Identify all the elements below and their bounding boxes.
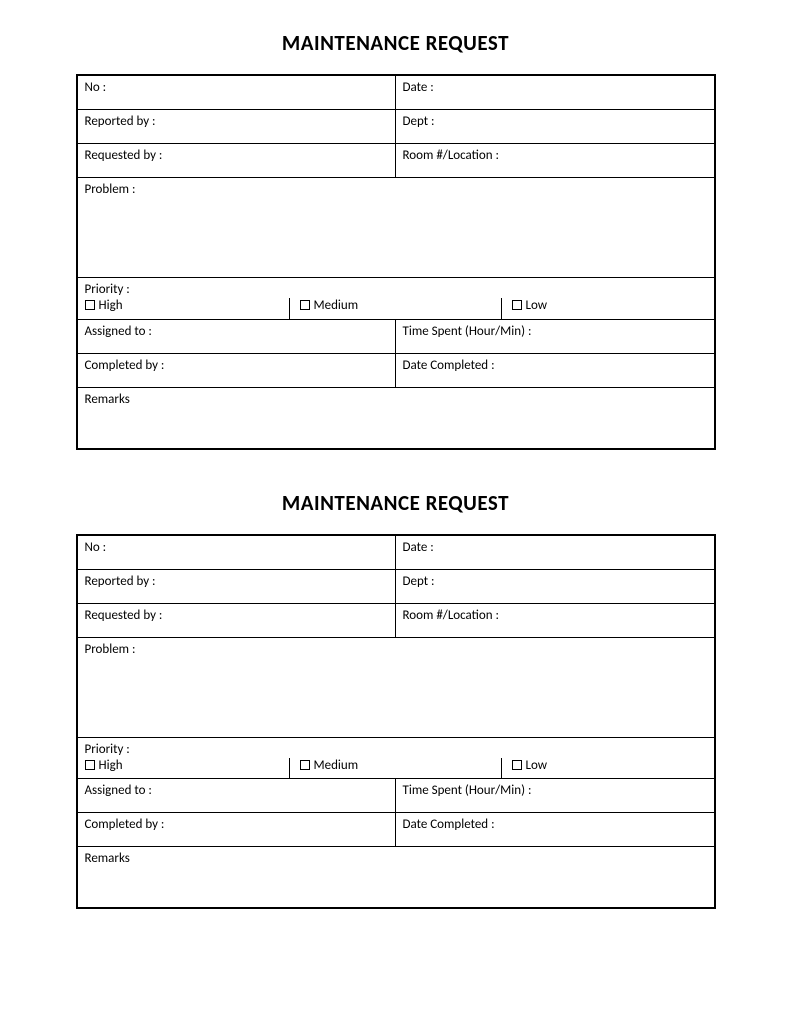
completed-by-field[interactable]: Completed by : <box>78 813 396 847</box>
priority-label: Priority : <box>78 738 714 758</box>
no-field[interactable]: No : <box>78 536 396 570</box>
priority-low-option[interactable]: Low <box>502 298 714 319</box>
problem-field[interactable]: Problem : <box>78 178 714 278</box>
priority-high-label: High <box>99 758 123 773</box>
priority-label: Priority : <box>78 278 714 298</box>
priority-medium-label: Medium <box>314 758 359 773</box>
form-table: No : Date : Reported by : Dept : Request… <box>76 534 716 910</box>
checkbox-icon <box>85 760 95 770</box>
page-title: MAINTENANCE REQUEST <box>76 30 716 56</box>
time-spent-field[interactable]: Time Spent (Hour/Min) : <box>396 320 714 354</box>
requested-by-field[interactable]: Requested by : <box>78 604 396 638</box>
date-completed-field[interactable]: Date Completed : <box>396 813 714 847</box>
priority-low-label: Low <box>526 298 548 313</box>
dept-field[interactable]: Dept : <box>396 110 714 144</box>
priority-high-option[interactable]: High <box>78 758 290 779</box>
date-field[interactable]: Date : <box>396 536 714 570</box>
priority-high-option[interactable]: High <box>78 298 290 319</box>
page-title: MAINTENANCE REQUEST <box>76 490 716 516</box>
room-location-field[interactable]: Room #/Location : <box>396 144 714 178</box>
assigned-to-field[interactable]: Assigned to : <box>78 320 396 354</box>
reported-by-field[interactable]: Reported by : <box>78 110 396 144</box>
checkbox-icon <box>512 760 522 770</box>
checkbox-icon <box>512 300 522 310</box>
priority-low-option[interactable]: Low <box>502 758 714 779</box>
priority-medium-option[interactable]: Medium <box>290 758 502 779</box>
priority-medium-option[interactable]: Medium <box>290 298 502 319</box>
maintenance-request-form: MAINTENANCE REQUEST No : Date : Reported… <box>76 30 716 450</box>
completed-by-field[interactable]: Completed by : <box>78 354 396 388</box>
no-field[interactable]: No : <box>78 76 396 110</box>
checkbox-icon <box>300 300 310 310</box>
remarks-field[interactable]: Remarks <box>78 847 714 907</box>
reported-by-field[interactable]: Reported by : <box>78 570 396 604</box>
date-field[interactable]: Date : <box>396 76 714 110</box>
priority-medium-label: Medium <box>314 298 359 313</box>
checkbox-icon <box>85 300 95 310</box>
room-location-field[interactable]: Room #/Location : <box>396 604 714 638</box>
assigned-to-field[interactable]: Assigned to : <box>78 779 396 813</box>
form-table: No : Date : Reported by : Dept : Request… <box>76 74 716 450</box>
maintenance-request-form: MAINTENANCE REQUEST No : Date : Reported… <box>76 490 716 910</box>
requested-by-field[interactable]: Requested by : <box>78 144 396 178</box>
remarks-field[interactable]: Remarks <box>78 388 714 448</box>
checkbox-icon <box>300 760 310 770</box>
problem-field[interactable]: Problem : <box>78 638 714 738</box>
time-spent-field[interactable]: Time Spent (Hour/Min) : <box>396 779 714 813</box>
dept-field[interactable]: Dept : <box>396 570 714 604</box>
date-completed-field[interactable]: Date Completed : <box>396 354 714 388</box>
priority-low-label: Low <box>526 758 548 773</box>
priority-high-label: High <box>99 298 123 313</box>
